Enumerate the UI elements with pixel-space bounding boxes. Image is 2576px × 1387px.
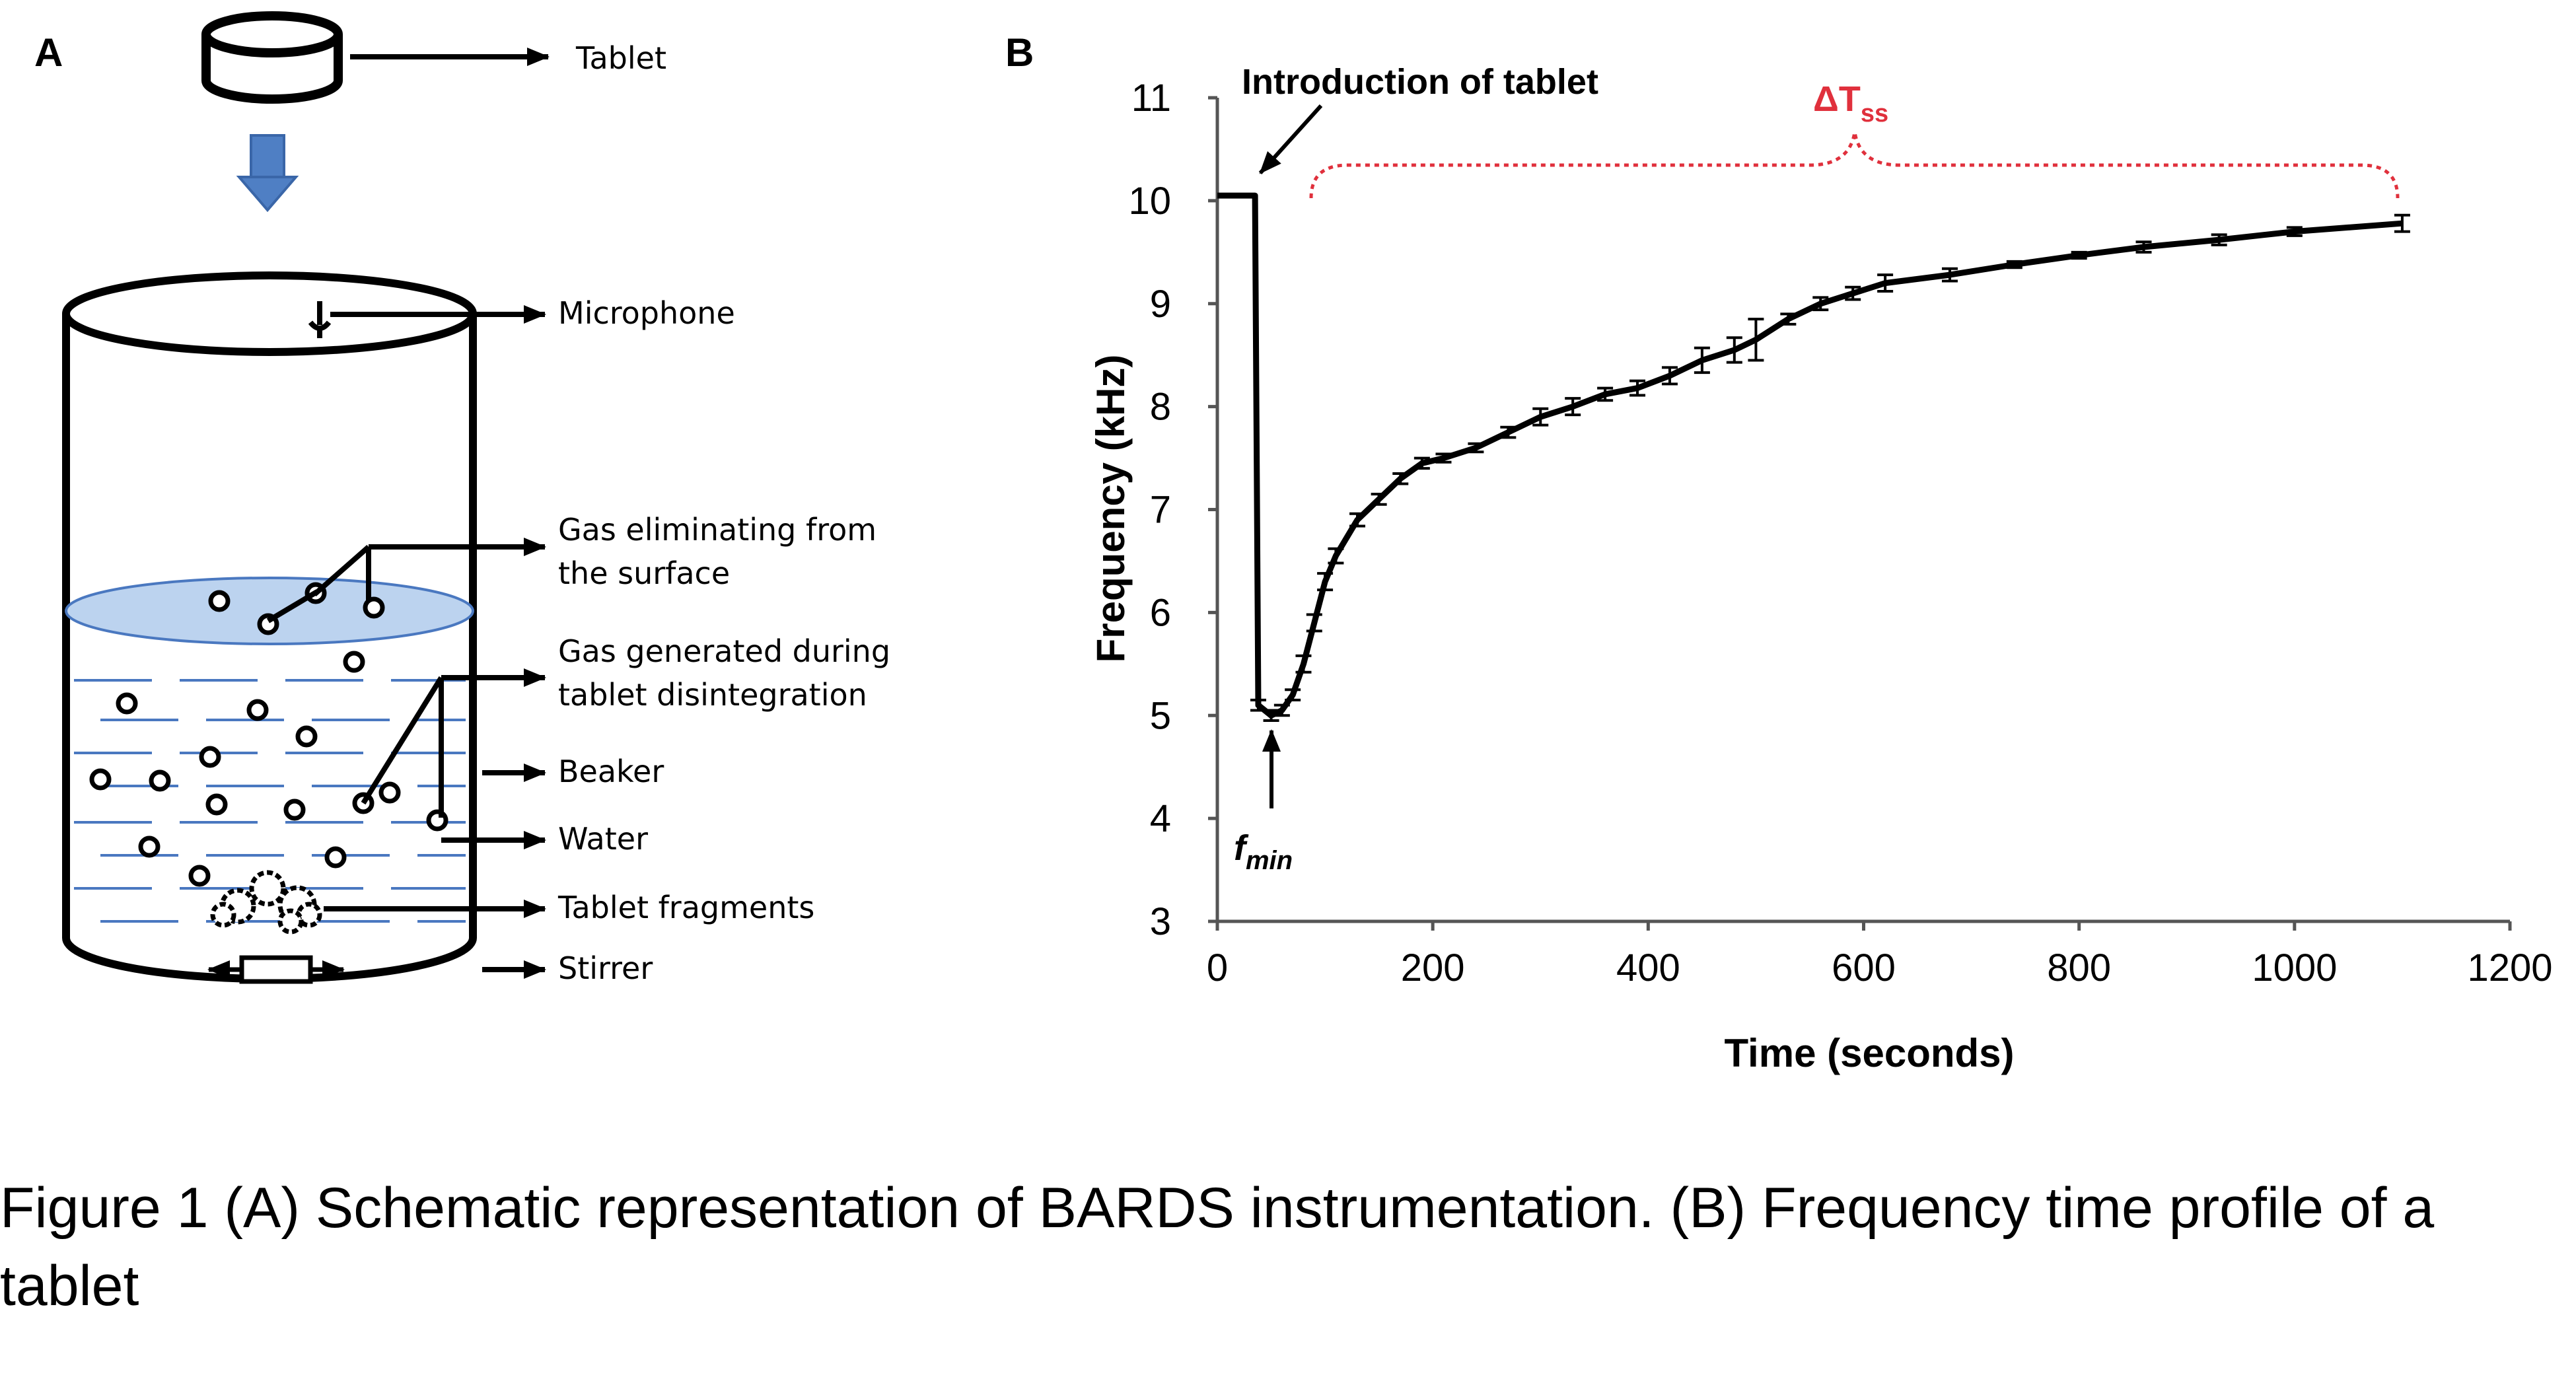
tablet-fragments-icon: [210, 870, 322, 935]
figure-caption: Figure 1 (A) Schematic representation of…: [0, 1176, 2435, 1318]
panel-b-letter: B: [1005, 30, 1034, 75]
gas-bubble: [208, 590, 231, 612]
gas-bubble: [205, 793, 228, 816]
figure: A Tablet: [34, 11, 2553, 1075]
gas-bubble: [188, 865, 211, 887]
frequency-chart: 0 200 400 600 800 1000 1200 3 4 5 6 7 8 9 10 11: [1128, 77, 2552, 989]
chart-axes: [1215, 98, 2510, 923]
y-tick-label: 7: [1150, 489, 1171, 532]
tablet-label: Tablet: [575, 40, 666, 76]
dtss-sub: ss: [1861, 100, 1888, 127]
dtss-annotation: ΔTss: [1813, 79, 1888, 127]
fmin-sub: min: [1246, 846, 1293, 875]
gas-bubble: [149, 769, 171, 792]
error-bar: [2394, 213, 2410, 233]
stirrer-label: Stirrer: [558, 950, 653, 986]
gas-bubble: [283, 799, 306, 821]
tablet-icon: [201, 11, 343, 104]
gas-bubbles: [89, 582, 448, 887]
gas-bubble: [324, 846, 347, 869]
fmin-f: f: [1234, 828, 1249, 868]
y-tick-label: 11: [1131, 77, 1171, 120]
y-axis-title: Frequency (kHz): [1089, 355, 1133, 663]
dtss-main: ΔT: [1813, 79, 1861, 119]
introduction-arrow: [1258, 104, 1323, 175]
introduction-annotation: Introduction of tablet: [1242, 62, 1598, 102]
gas-bubble: [199, 746, 221, 768]
gas-bubble: [89, 768, 112, 791]
gas-surface-label-line1: Gas eliminating from: [558, 512, 877, 548]
y-tick-label: 3: [1150, 900, 1171, 943]
gas-bubble: [295, 725, 318, 748]
y-tick-label: 6: [1150, 591, 1171, 634]
y-tick-label: 9: [1150, 283, 1171, 326]
x-tick-label: 200: [1401, 946, 1465, 989]
x-axis-title: Time (seconds): [1724, 1031, 2014, 1075]
water-label: Water: [558, 821, 648, 857]
chart-series: [1217, 192, 2403, 719]
beaker-label: Beaker: [558, 754, 664, 789]
stirrer-icon: [207, 955, 345, 984]
microphone-label: Microphone: [558, 295, 735, 331]
x-tick-label: 1200: [2467, 946, 2552, 989]
gas-bubble: [138, 836, 161, 858]
panel-a-letter: A: [34, 30, 63, 75]
panel-a: A Tablet: [34, 11, 890, 986]
gas-bubble: [116, 692, 138, 715]
fragments-label: Tablet fragments: [557, 890, 814, 925]
x-tick-label: 0: [1207, 946, 1228, 989]
frequency-series-line: [1217, 192, 2403, 719]
x-tick-label: 1000: [2252, 946, 2337, 989]
gas-generated-pointer: [361, 668, 546, 818]
gas-bubble: [246, 699, 269, 721]
y-tick-label: 10: [1128, 180, 1171, 223]
x-tick-label: 800: [2047, 946, 2111, 989]
fmin-annotation: fmin: [1234, 828, 1293, 875]
x-tick-label: 400: [1616, 946, 1680, 989]
panel-b: B 0 200 400 600 800 1000 1200 3 4 5 6 7 8 9 10 11 Time …: [1005, 30, 2553, 1075]
microphone-icon: [308, 301, 332, 338]
gas-generated-label-line1: Gas generated during: [558, 633, 890, 669]
gas-bubble: [343, 651, 365, 673]
y-tick-label: 4: [1150, 797, 1171, 840]
y-tick-label: 8: [1150, 386, 1171, 429]
down-arrow-icon: [236, 134, 299, 213]
chart-ticks: 0 200 400 600 800 1000 1200 3 4 5 6 7 8 9 10 11: [1128, 77, 2552, 989]
y-tick-label: 5: [1150, 694, 1171, 737]
gas-surface-pointer: [266, 538, 546, 623]
gas-bubble: [363, 596, 385, 619]
gas-bubble: [378, 781, 401, 804]
gas-surface-label-line2: the surface: [558, 555, 730, 591]
x-tick-label: 600: [1832, 946, 1896, 989]
dtss-brace: [1309, 131, 2400, 199]
chart-error-bars: [1250, 213, 2410, 723]
gas-generated-label-line2: tablet disintegration: [558, 677, 867, 713]
